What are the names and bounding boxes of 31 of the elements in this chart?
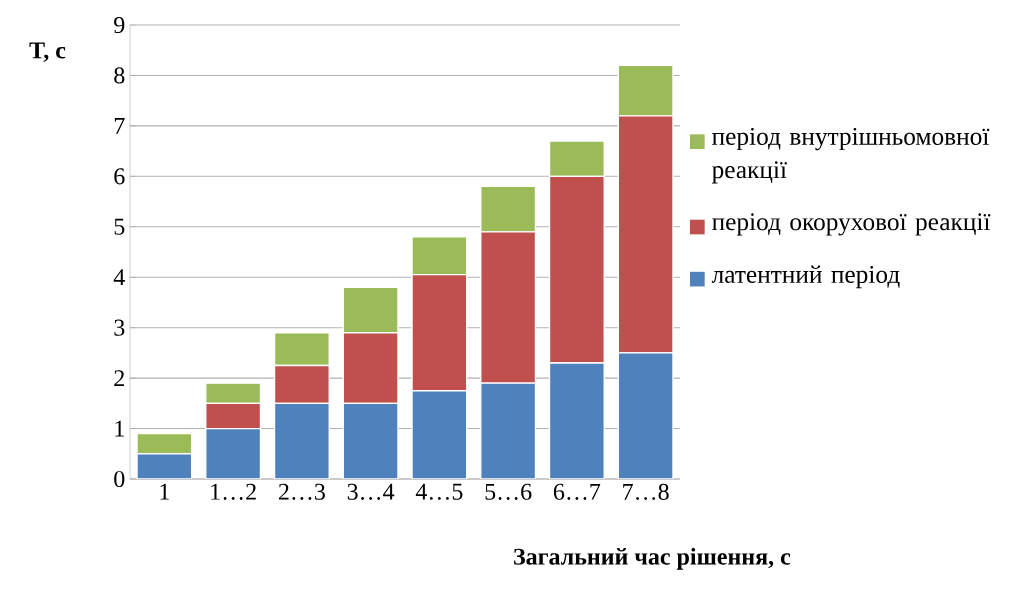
y-tick-label: 7 bbox=[114, 118, 125, 134]
y-tick-label: 1 bbox=[115, 420, 124, 437]
legend-label: період внутрішньомовної реакції bbox=[712, 127, 990, 184]
x-tick-label: 5…6 bbox=[485, 483, 532, 500]
y-tick-label: 2 bbox=[114, 370, 124, 387]
x-tick-label: 2…3 bbox=[278, 483, 325, 500]
bar bbox=[136, 453, 193, 479]
y-tick-label: 8 bbox=[114, 67, 125, 84]
legend-label: період окорухової реакції bbox=[712, 213, 991, 236]
legend-label: латентний період bbox=[711, 265, 900, 289]
bar bbox=[273, 402, 330, 479]
x-tick-label: 6…7 bbox=[553, 483, 601, 500]
bar bbox=[480, 382, 537, 479]
y-tick-label: 3 bbox=[114, 319, 125, 336]
y-tick-label: 5 bbox=[114, 218, 125, 235]
y-tick-label: 0 bbox=[114, 470, 125, 488]
y-axis-title: T, с bbox=[29, 42, 66, 62]
x-tick-label: 4…5 bbox=[415, 483, 463, 500]
bar bbox=[205, 427, 262, 479]
y-tick-label: 6 bbox=[114, 168, 125, 185]
x-tick-label: 3…4 bbox=[347, 483, 395, 500]
x-tick-label: 7…8 bbox=[623, 483, 669, 501]
bar bbox=[411, 390, 468, 479]
y-tick-label: 9 bbox=[114, 16, 125, 34]
x-axis-title: Загальний час рішення, с bbox=[514, 547, 791, 570]
bar bbox=[342, 402, 399, 479]
bar bbox=[617, 352, 674, 479]
x-tick-label: 1…2 bbox=[211, 483, 256, 500]
y-tick-label: 4 bbox=[113, 269, 125, 286]
bar bbox=[548, 362, 605, 479]
x-tick-label: 1 bbox=[160, 483, 169, 500]
